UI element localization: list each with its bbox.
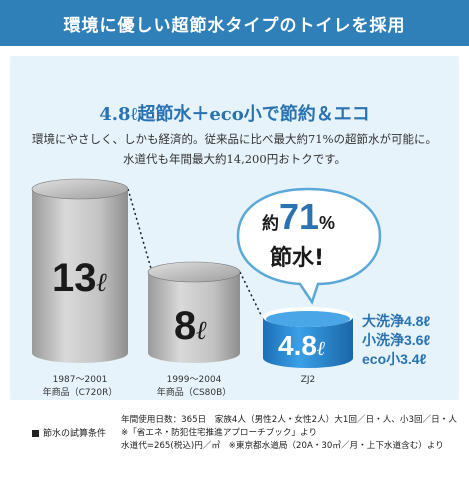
caption-model: 年商品（C720R） [42, 388, 118, 398]
conditions-line-3: 水道代=265(税込)円／㎥ ※東京都水道局（20A・30㎥／月・上下水道含む）… [121, 441, 444, 451]
cylinder-4-8l-caption: ZJ2 [258, 374, 358, 387]
cylinder-8l [147, 261, 241, 363]
wash-mode-large: 大洗浄4.8ℓ [362, 313, 431, 329]
cylinder-13l-caption: 1987～2001 年商品（C720R） [30, 374, 130, 400]
conditions-title: 節水の試算条件 [32, 426, 106, 439]
bubble-number: 71 [279, 196, 320, 237]
bubble-percent: % [319, 213, 336, 233]
conditions-title-text: 節水の試算条件 [43, 429, 107, 439]
subtext-line-2: 水道代も年間最大約14,200円おトクです。 [122, 152, 347, 166]
wash-mode-small: 小洗浄3.6ℓ [362, 332, 431, 348]
bubble-line-2: 節水! [270, 246, 325, 271]
conditions-line-1: 年間使用日数：365日 家族4人（男性2人・女性2人）大1回／日・人、小3回／日… [121, 415, 457, 425]
subtext-line-1: 環境にやさしく、しかも経済的。従来品に比べ最大約71%の超節水が可能に。 [31, 132, 438, 146]
cylinder-13l [31, 178, 129, 363]
conditions-line-2: ※「省エネ・防犯住宅推進アプローチブック」より [121, 428, 318, 438]
cylinder-4-8l-value: 4.8 [278, 330, 317, 361]
cylinder-4-8l [263, 307, 353, 368]
cylinder-13l-label: 13ℓ [52, 256, 108, 301]
cylinder-4-8l-unit: ℓ [316, 336, 326, 360]
dotted-connector [127, 188, 153, 273]
header-title: 環境に優しい超節水タイプのトイレを採用 [63, 15, 406, 36]
cylinder-8l-unit: ℓ [196, 316, 208, 346]
wash-mode-eco: eco小3.4ℓ [362, 351, 427, 367]
bubble-line-1: 約71% [262, 196, 335, 238]
cylinder-8l-label: 8ℓ [174, 304, 207, 349]
dotted-connector [239, 271, 263, 318]
cylinder-13l-unit: ℓ [96, 268, 108, 298]
caption-years: 1999～2004 [166, 375, 222, 385]
cylinder-4-8l-label: 4.8ℓ [278, 330, 325, 362]
caption-model: 年商品（CS80B） [156, 388, 232, 398]
caption-years: 1987～2001 [52, 375, 108, 385]
caption-model: ZJ2 [300, 375, 316, 385]
headline: 4.8ℓ超節水＋eco小で節約＆エコ [99, 104, 370, 125]
bubble-prefix: 約 [262, 214, 279, 234]
square-bullet-icon [32, 430, 39, 437]
page-header: 環境に優しい超節水タイプのトイレを採用 [0, 0, 469, 46]
savings-bubble [236, 187, 382, 305]
cylinder-13l-value: 13 [52, 256, 97, 300]
cylinder-8l-value: 8 [174, 304, 197, 348]
cylinder-8l-caption: 1999～2004 年商品（CS80B） [144, 374, 244, 400]
